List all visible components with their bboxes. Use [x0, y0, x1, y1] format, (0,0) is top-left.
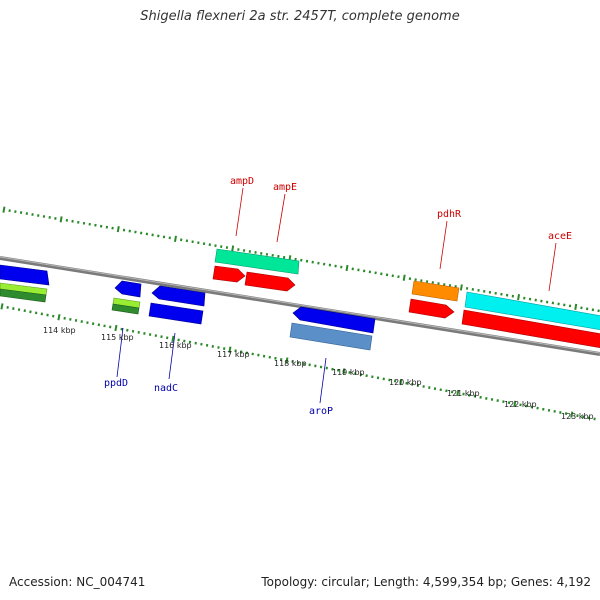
- gene-label-ppdD[interactable]: ppdD: [104, 378, 128, 389]
- feature-aroP-outer[interactable]: [289, 322, 373, 351]
- inner-major-tick: [513, 400, 517, 407]
- inner-major-tick: [114, 324, 118, 332]
- reverse-features: [0, 264, 376, 351]
- inner-major-tick: [570, 411, 574, 418]
- inner-major-tick: [171, 335, 175, 342]
- scale-label-119: 119 kbp: [332, 368, 365, 377]
- inner-major-tick: [0, 303, 4, 310]
- accession-text: Accession: NC_004741: [9, 575, 146, 589]
- feature-pdhR-arrow[interactable]: [408, 298, 455, 319]
- scale-label-120: 120 kbp: [389, 378, 422, 387]
- outer-major-tick: [59, 216, 63, 223]
- scale-labels: 114 kbp 115 kbp 116 kbp 117 kbp 118 kbp …: [43, 326, 594, 421]
- scale-label-117: 117 kbp: [217, 350, 250, 359]
- outer-major-tick: [345, 264, 349, 272]
- feature-ampE-arrow[interactable]: [244, 271, 296, 292]
- feature-nadC-outer[interactable]: [148, 302, 204, 325]
- genome-backbone-highlight: [0, 256, 600, 354]
- outer-tick-row: [2, 206, 600, 313]
- outer-major-tick: [173, 235, 177, 242]
- inner-tick-row: [0, 303, 596, 421]
- feature-pdhR-outer[interactable]: [411, 280, 460, 302]
- outer-major-tick: [517, 294, 521, 301]
- inner-major-tick: [456, 389, 460, 397]
- inner-major-tick: [285, 357, 289, 364]
- gene-label-pdhR[interactable]: pdhR: [437, 209, 462, 220]
- outer-major-tick: [116, 225, 120, 233]
- map-title: Shigella flexneri 2a str. 2457T, complet…: [140, 9, 460, 24]
- topology-text: Topology: circular; Length: 4,599,354 bp…: [261, 575, 591, 589]
- outer-major-tick: [459, 284, 463, 291]
- leader-ppdD: [116, 327, 124, 378]
- forward-features: [212, 248, 600, 348]
- feature-aceE-arrow[interactable]: [461, 309, 600, 348]
- gene-label-ampD[interactable]: ampD: [230, 176, 254, 187]
- leader-pdhR: [439, 220, 448, 270]
- feature-left-blue[interactable]: [0, 264, 50, 286]
- leader-ampD: [235, 187, 244, 237]
- feature-left-darkgreen[interactable]: [0, 288, 47, 303]
- leader-nadC: [168, 332, 176, 380]
- outer-major-tick: [2, 206, 6, 213]
- scale-label-118: 118 kbp: [274, 359, 307, 368]
- feature-ppdD-green-bottom[interactable]: [111, 303, 140, 315]
- scale-label-123: 123 kbp: [561, 412, 594, 421]
- scale-label-115: 115 kbp: [101, 333, 134, 342]
- gene-label-lines: [116, 187, 557, 404]
- scale-label-116: 116 kbp: [159, 341, 192, 350]
- outer-major-tick: [402, 274, 406, 281]
- leader-ampE: [276, 193, 286, 243]
- gene-label-nadC[interactable]: nadC: [154, 383, 178, 394]
- scale-label-121: 121 kbp: [447, 389, 480, 398]
- genome-backbone: [0, 256, 600, 356]
- outer-major-tick: [574, 303, 578, 310]
- feature-nadC-arrow[interactable]: [151, 285, 206, 307]
- inner-major-tick: [228, 346, 232, 353]
- gene-label-aceE[interactable]: aceE: [548, 231, 572, 242]
- feature-ampD-arrow[interactable]: [212, 265, 246, 283]
- leader-aroP: [319, 357, 327, 404]
- inner-major-tick: [57, 314, 61, 321]
- scale-label-122: 122 kbp: [504, 400, 537, 409]
- leader-aceE: [548, 242, 557, 292]
- inner-major-tick: [399, 379, 403, 386]
- gene-label-ampE[interactable]: ampE: [273, 182, 297, 193]
- gene-labels: ampD ampE pdhR aceE ppdD nadC aroP: [104, 176, 572, 417]
- feature-ampE-outer[interactable]: [214, 248, 300, 275]
- feature-aroP-arrow[interactable]: [292, 306, 376, 334]
- feature-ppdD-arrow[interactable]: [114, 280, 142, 298]
- inner-major-tick: [342, 368, 346, 375]
- outer-major-tick: [231, 245, 235, 252]
- scale-label-114: 114 kbp: [43, 326, 76, 335]
- gene-label-aroP[interactable]: aroP: [309, 406, 333, 417]
- feature-aceE-outer[interactable]: [464, 291, 600, 330]
